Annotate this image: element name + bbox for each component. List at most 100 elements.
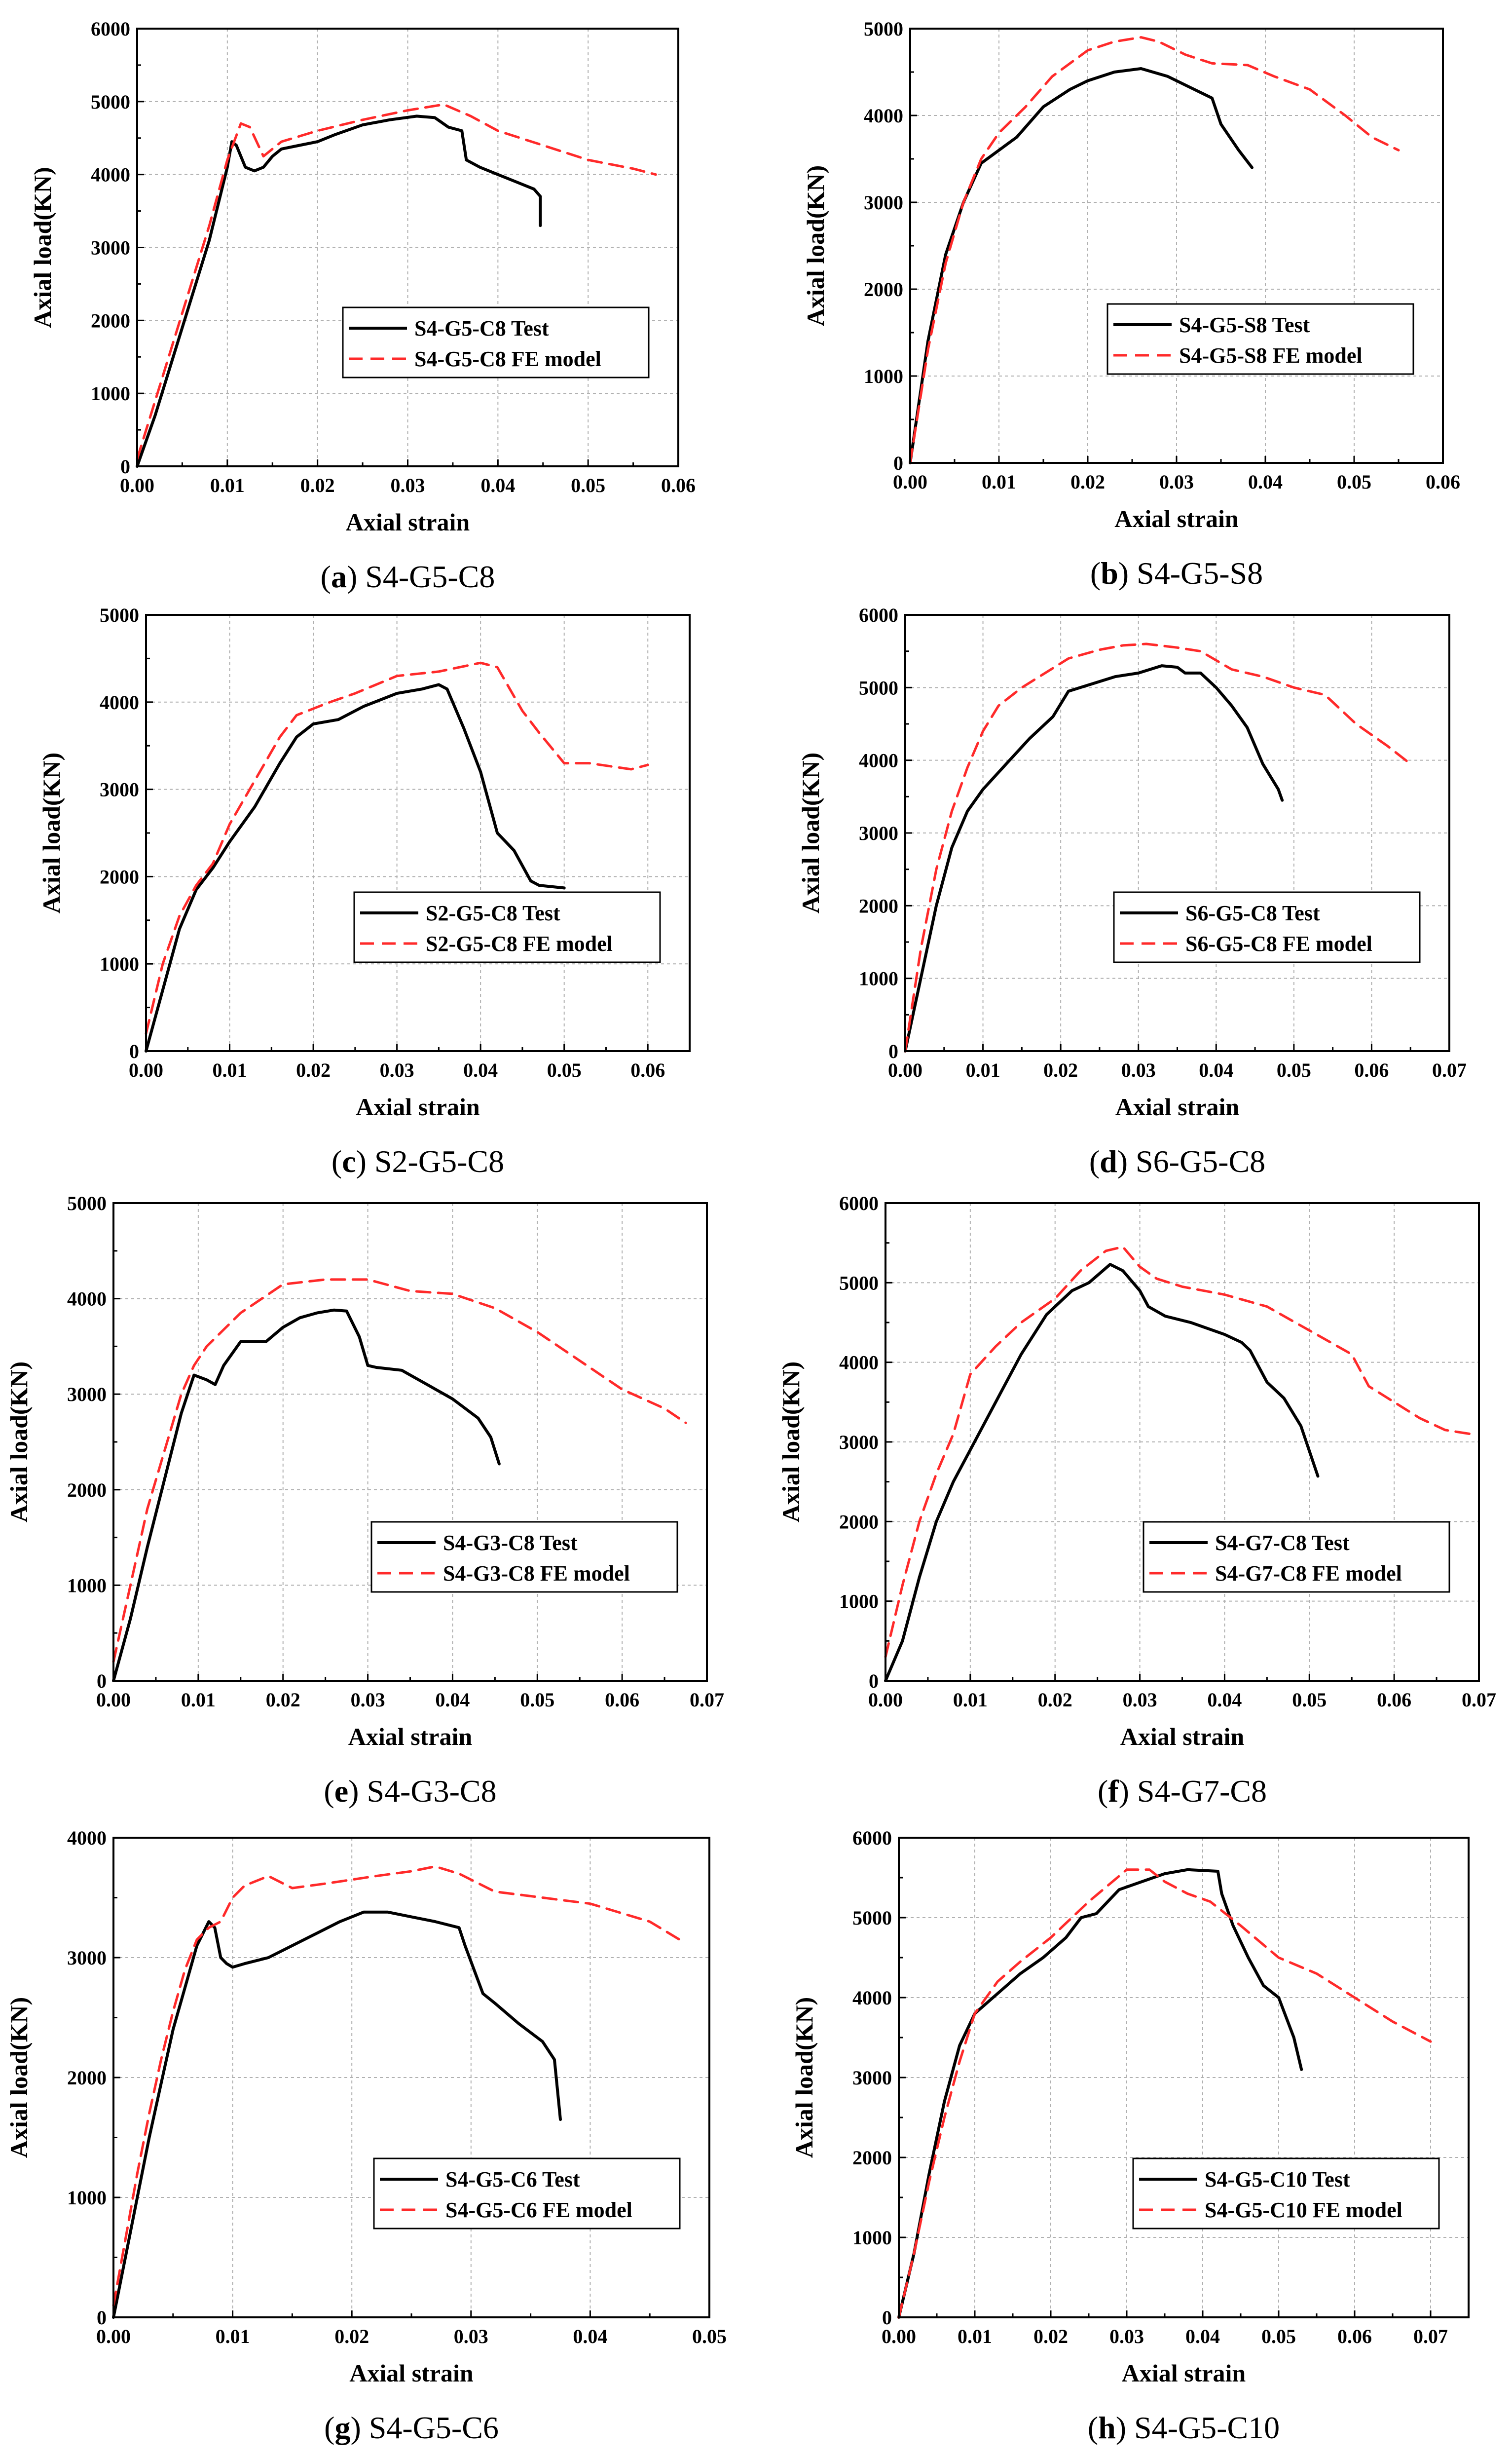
y-axis-title: Axial load(KN) bbox=[5, 1361, 33, 1522]
caption: (e) S4-G3-C8 bbox=[324, 1774, 496, 1809]
x-tick-label: 0.05 bbox=[692, 2325, 727, 2347]
x-tick-label: 0.05 bbox=[1337, 471, 1371, 493]
x-tick-label: 0.05 bbox=[1277, 1059, 1311, 1081]
y-tick-label: 0 bbox=[888, 1040, 898, 1062]
y-axis-title: Axial load(KN) bbox=[797, 753, 824, 913]
y-tick-label: 4000 bbox=[67, 1288, 107, 1310]
x-tick-label: 0.02 bbox=[334, 2325, 369, 2347]
y-tick-label: 1000 bbox=[859, 968, 898, 990]
y-tick-label: 3000 bbox=[859, 822, 898, 844]
legend-label: S4-G5-C8 Test bbox=[414, 316, 549, 340]
x-tick-label: 0.00 bbox=[129, 1059, 163, 1081]
y-tick-label: 1000 bbox=[91, 382, 130, 405]
plot-frame bbox=[112, 1837, 710, 2318]
caption-text: S2-G5-C8 bbox=[374, 1144, 504, 1179]
chart-panel-a: 0.00 0.01 0.02 0.03 0.04 0.05 0.06 0 1000 2000 300… bbox=[29, 18, 696, 594]
x-tick-label: 0.06 bbox=[1426, 471, 1460, 493]
y-tick-label: 5000 bbox=[839, 1272, 879, 1294]
x-tick-label: 0.03 bbox=[454, 2325, 488, 2347]
x-tick-label: 0.02 bbox=[1043, 1059, 1078, 1081]
y-tick-label: 0 bbox=[869, 1670, 879, 1692]
x-axis-title: Axial strain bbox=[356, 1093, 480, 1121]
y-tick-label: 3000 bbox=[864, 191, 903, 214]
x-tick-label: 0.03 bbox=[351, 1689, 385, 1711]
y-tick-label: 0 bbox=[97, 2306, 107, 2329]
x-axis-title: Axial strain bbox=[1122, 2359, 1246, 2387]
legend: S4-G5-S8 Test S4-G5-S8 FE model bbox=[1106, 303, 1414, 375]
x-axis-title: Axial strain bbox=[348, 1723, 473, 1750]
legend-label: S4-G7-C8 FE model bbox=[1215, 1561, 1402, 1586]
y-tick-label: 1000 bbox=[864, 365, 903, 387]
legend-label: S4-G5-S8 FE model bbox=[1179, 343, 1363, 368]
y-axis-title: Axial load(KN) bbox=[777, 1361, 805, 1522]
legend: S6-G5-C8 Test S6-G5-C8 FE model bbox=[1113, 891, 1421, 963]
x-axis-title: Axial strain bbox=[1120, 1723, 1245, 1750]
x-axis-title: Axial strain bbox=[349, 2359, 474, 2387]
caption-text: S4-G5-C10 bbox=[1134, 2410, 1280, 2445]
x-tick-label: 0.00 bbox=[120, 474, 154, 496]
x-tick-label: 0.00 bbox=[888, 1059, 922, 1081]
legend-box bbox=[1143, 1521, 1450, 1593]
x-tick-label: 0.05 bbox=[571, 474, 605, 496]
caption-letter: g bbox=[334, 2410, 350, 2445]
caption-letter: f bbox=[1108, 1774, 1119, 1809]
y-axis-title: Axial load(KN) bbox=[37, 753, 65, 913]
legend-box bbox=[1106, 303, 1414, 375]
plot-frame bbox=[909, 28, 1444, 464]
x-tick-label: 0.05 bbox=[547, 1059, 582, 1081]
x-tick-label: 0.02 bbox=[1070, 471, 1105, 493]
x-tick-label: 0.02 bbox=[1038, 1689, 1072, 1711]
legend-label: S4-G5-C6 FE model bbox=[445, 2198, 632, 2222]
y-tick-label: 1000 bbox=[852, 2227, 892, 2249]
x-tick-label: 0.03 bbox=[1109, 2325, 1144, 2347]
y-tick-label: 5000 bbox=[100, 604, 139, 626]
legend-label: S2-G5-C8 Test bbox=[426, 901, 560, 925]
y-tick-label: 2000 bbox=[67, 2067, 107, 2089]
x-tick-label: 0.02 bbox=[1033, 2325, 1068, 2347]
series-line-test bbox=[136, 114, 542, 468]
y-tick-label: 2000 bbox=[852, 2147, 892, 2169]
legend-box bbox=[1132, 2157, 1440, 2230]
y-tick-label: 1000 bbox=[839, 1590, 879, 1613]
chart-panel-c: 0.00 0.01 0.02 0.03 0.04 0.05 0.06 0 1000 2000 300… bbox=[37, 604, 691, 1179]
x-tick-label: 0.04 bbox=[480, 474, 515, 496]
x-tick-label: 0.07 bbox=[1462, 1689, 1496, 1711]
y-tick-label: 4000 bbox=[100, 691, 139, 714]
legend-box bbox=[1113, 891, 1421, 963]
legend: S4-G3-C8 Test S4-G3-C8 FE model bbox=[370, 1521, 678, 1593]
legend: S4-G5-C6 Test S4-G5-C6 FE model bbox=[373, 2157, 681, 2230]
y-tick-label: 5000 bbox=[859, 677, 898, 699]
x-tick-label: 0.01 bbox=[958, 2325, 992, 2347]
chart-panel-e: 0.00 0.01 0.02 0.03 0.04 0.05 0.06 0.07 0 1000 200… bbox=[5, 1192, 724, 1809]
chart-panel-h: 0.00 0.01 0.02 0.03 0.04 0.05 0.06 0.07 0 1000 200… bbox=[790, 1827, 1470, 2445]
x-tick-label: 0.04 bbox=[463, 1059, 498, 1081]
y-tick-label: 3000 bbox=[839, 1431, 879, 1453]
caption: (g) S4-G5-C6 bbox=[324, 2410, 499, 2445]
y-tick-label: 2000 bbox=[100, 866, 139, 888]
caption-text: S4-G5-C6 bbox=[369, 2410, 499, 2445]
x-tick-label: 0.03 bbox=[1123, 1689, 1157, 1711]
y-tick-label: 5000 bbox=[91, 91, 130, 113]
caption-letter: c bbox=[342, 1144, 356, 1179]
legend-box bbox=[373, 2157, 681, 2230]
y-axis-title: Axial load(KN) bbox=[790, 1997, 818, 2158]
series-line-fe-model bbox=[112, 1865, 681, 2307]
chart-panel-f: 0.00 0.01 0.02 0.03 0.04 0.05 0.06 0.07 0 1000 200… bbox=[777, 1192, 1496, 1809]
series-line-fe-model bbox=[904, 643, 1412, 1053]
plot-frame bbox=[145, 614, 691, 1052]
series-line-test bbox=[909, 67, 1254, 464]
legend-label: S4-G5-C10 Test bbox=[1205, 2167, 1350, 2192]
x-tick-label: 0.07 bbox=[1432, 1059, 1467, 1081]
x-tick-label: 0.04 bbox=[1185, 2325, 1220, 2347]
y-tick-label: 3000 bbox=[852, 2067, 892, 2089]
y-tick-label: 6000 bbox=[852, 1827, 892, 1849]
x-tick-label: 0.00 bbox=[868, 1689, 903, 1711]
caption-letter: e bbox=[334, 1774, 348, 1809]
y-tick-label: 5000 bbox=[852, 1907, 892, 1929]
series-line-fe-model bbox=[136, 103, 657, 460]
legend-label: S4-G5-C8 FE model bbox=[414, 347, 601, 371]
legend: S4-G5-C10 Test S4-G5-C10 FE model bbox=[1132, 2157, 1440, 2230]
y-axis-title: Axial load(KN) bbox=[802, 165, 829, 326]
x-tick-label: 0.04 bbox=[435, 1689, 470, 1711]
